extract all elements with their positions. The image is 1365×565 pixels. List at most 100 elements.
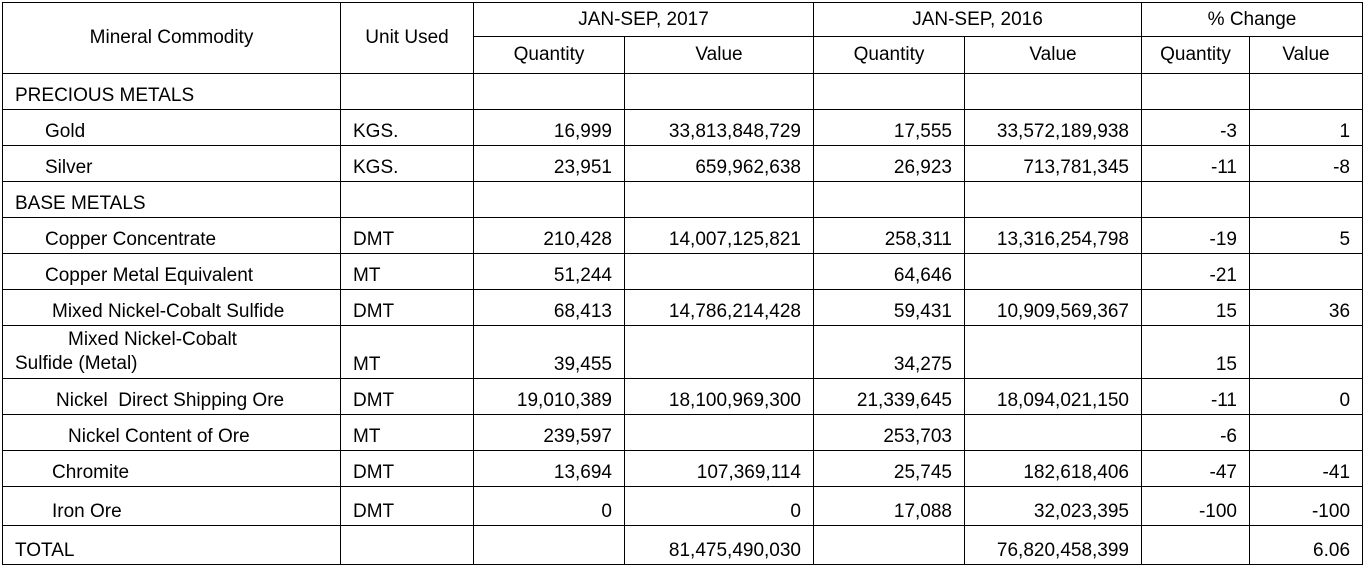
table-row: Mixed Nickel-Cobalt Sulfide (Metal) MT 3… [2, 325, 1364, 379]
commodity-name: Iron Ore [2, 486, 341, 526]
quantity-2017: 51,244 [473, 253, 625, 290]
header-value-2016: Value [964, 36, 1142, 74]
value-2017: 0 [624, 486, 814, 526]
commodity-name: Copper Metal Equivalent [2, 253, 341, 290]
pct-change-quantity: 15 [1141, 325, 1250, 379]
unit: DMT [340, 450, 474, 487]
unit: MT [340, 325, 474, 379]
header-value-change: Value [1248, 36, 1364, 74]
value-2016 [964, 414, 1142, 451]
pct-change-value [1248, 325, 1364, 379]
pct-change-quantity: 15 [1141, 289, 1250, 326]
quantity-2017: 239,597 [473, 414, 625, 451]
pct-change-quantity: -3 [1141, 109, 1250, 146]
header-mineral-commodity: Mineral Commodity [2, 2, 341, 74]
header-period-2017: JAN-SEP, 2017 [473, 2, 814, 37]
commodity-name: Chromite [2, 450, 341, 487]
pct-change-value: -100 [1248, 486, 1364, 526]
commodity-name: Mixed Nickel-Cobalt Sulfide (Metal) [2, 325, 341, 379]
table-row: Mixed Nickel-Cobalt Sulfide DMT 68,413 1… [2, 289, 1364, 326]
value-2017: 107,369,114 [624, 450, 814, 487]
header-period-2016: JAN-SEP, 2016 [813, 2, 1142, 37]
unit: DMT [340, 217, 474, 254]
table-row: Chromite DMT 13,694 107,369,114 25,745 1… [2, 450, 1364, 487]
section-row-precious: PRECIOUS METALS [2, 73, 1364, 110]
total-row: TOTAL 81,475,490,030 76,820,458,399 6.06 [2, 525, 1364, 565]
pct-change-value: 0 [1248, 378, 1364, 415]
pct-change-value: -8 [1248, 145, 1364, 182]
unit: MT [340, 414, 474, 451]
table-row: Copper Metal Equivalent MT 51,244 64,646… [2, 253, 1364, 290]
value-2016: 33,572,189,938 [964, 109, 1142, 146]
value-2017 [624, 253, 814, 290]
value-2016 [964, 325, 1142, 379]
total-value-2016: 76,820,458,399 [964, 525, 1142, 565]
header-row-1: Mineral Commodity Unit Used JAN-SEP, 201… [2, 2, 1364, 74]
pct-change-value: -41 [1248, 450, 1364, 487]
quantity-2017: 210,428 [473, 217, 625, 254]
value-2016: 10,909,569,367 [964, 289, 1142, 326]
value-2016: 32,023,395 [964, 486, 1142, 526]
quantity-2017: 16,999 [473, 109, 625, 146]
total-label: TOTAL [2, 525, 341, 565]
quantity-2017: 68,413 [473, 289, 625, 326]
quantity-2016: 25,745 [813, 450, 965, 487]
quantity-2017: 19,010,389 [473, 378, 625, 415]
quantity-2017: 13,694 [473, 450, 625, 487]
header-quantity-2016: Quantity [813, 36, 965, 74]
table-row: Copper Concentrate DMT 210,428 14,007,12… [2, 217, 1364, 254]
pct-change-quantity: -6 [1141, 414, 1250, 451]
pct-change-value: 36 [1248, 289, 1364, 326]
commodity-name: Silver [2, 145, 341, 182]
commodity-name: Copper Concentrate [2, 217, 341, 254]
value-2017: 14,007,125,821 [624, 217, 814, 254]
value-2017 [624, 325, 814, 379]
pct-change-value: 1 [1248, 109, 1364, 146]
commodity-name-line-1: Mixed Nickel-Cobalt [68, 329, 237, 350]
value-2017: 14,786,214,428 [624, 289, 814, 326]
value-2017: 33,813,848,729 [624, 109, 814, 146]
unit: DMT [340, 289, 474, 326]
table-row: Silver KGS. 23,951 659,962,638 26,923 71… [2, 145, 1364, 182]
pct-change-quantity: -47 [1141, 450, 1250, 487]
commodity-name: Nickel Content of Ore [2, 414, 341, 451]
quantity-2017: 39,455 [473, 325, 625, 379]
pct-change-quantity: -19 [1141, 217, 1250, 254]
unit: MT [340, 253, 474, 290]
pct-change-value [1248, 414, 1364, 451]
pct-change-quantity: -11 [1141, 378, 1250, 415]
quantity-2016: 17,555 [813, 109, 965, 146]
value-2017: 659,962,638 [624, 145, 814, 182]
table-row: Gold KGS. 16,999 33,813,848,729 17,555 3… [2, 109, 1364, 146]
quantity-2016: 21,339,645 [813, 378, 965, 415]
quantity-2016: 26,923 [813, 145, 965, 182]
quantity-2016: 253,703 [813, 414, 965, 451]
section-label-base: BASE METALS [2, 181, 341, 218]
table-row: Nickel Content of Ore MT 239,597 253,703… [2, 414, 1364, 451]
value-2016: 18,094,021,150 [964, 378, 1142, 415]
commodity-name: Mixed Nickel-Cobalt Sulfide [2, 289, 341, 326]
unit: DMT [340, 486, 474, 526]
commodity-name: Gold [2, 109, 341, 146]
header-value-2017: Value [624, 36, 814, 74]
header-row-2: Quantity Value Quantity Value Quantity V… [3, 36, 1364, 74]
quantity-2016: 34,275 [813, 325, 965, 379]
value-2016: 182,618,406 [964, 450, 1142, 487]
pct-change-value: 5 [1248, 217, 1364, 254]
quantity-2016: 64,646 [813, 253, 965, 290]
section-label-precious: PRECIOUS METALS [2, 73, 341, 110]
total-pct-change-value: 6.06 [1248, 525, 1364, 565]
header-unit-used: Unit Used [340, 2, 474, 74]
value-2017: 18,100,969,300 [624, 378, 814, 415]
table-row: Iron Ore DMT 0 0 17,088 32,023,395 -100 … [2, 486, 1364, 526]
unit: DMT [340, 378, 474, 415]
pct-change-quantity: -21 [1141, 253, 1250, 290]
quantity-2017: 23,951 [473, 145, 625, 182]
header-quantity-change: Quantity [1141, 36, 1250, 74]
value-2016 [964, 253, 1142, 290]
header-pct-change: % Change [1140, 2, 1364, 37]
pct-change-quantity: -11 [1141, 145, 1250, 182]
commodity-name-line-2: Sulfide (Metal) [15, 353, 138, 374]
total-value-2017: 81,475,490,030 [624, 525, 814, 565]
